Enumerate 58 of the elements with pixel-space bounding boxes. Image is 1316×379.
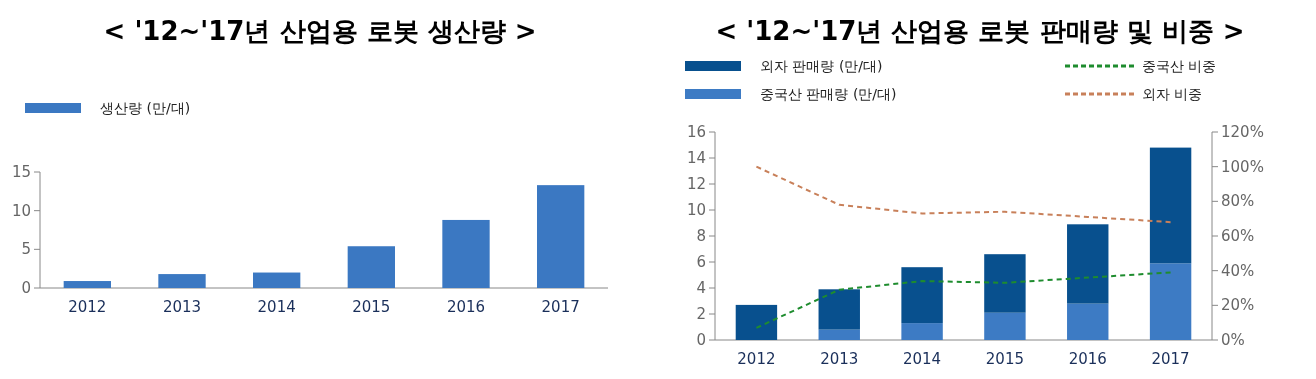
chart-title: < '12~'17년 산업용 로봇 생산량 > bbox=[103, 16, 537, 46]
bar bbox=[818, 289, 860, 330]
x-tick-label: 2013 bbox=[820, 350, 859, 368]
x-tick-label: 2012 bbox=[68, 298, 107, 316]
y-tick-label: 15 bbox=[11, 163, 31, 181]
line-series bbox=[755, 271, 1172, 329]
x-tick-label: 2012 bbox=[737, 350, 776, 368]
x-tick-label: 2014 bbox=[902, 350, 942, 368]
bar bbox=[1149, 147, 1192, 264]
bar bbox=[984, 312, 1026, 340]
y-tick-label: 6 bbox=[696, 253, 706, 271]
y2-tick-label: 80% bbox=[1221, 192, 1255, 211]
y-tick-label: 12 bbox=[686, 175, 706, 193]
legend-label: 외자 판매량 (만/대) bbox=[760, 58, 883, 74]
bar bbox=[984, 254, 1026, 313]
x-tick-label: 2015 bbox=[352, 298, 391, 316]
y-tick-label: 16 bbox=[686, 123, 706, 141]
x-tick-label: 2016 bbox=[1068, 350, 1107, 368]
bar bbox=[901, 267, 943, 324]
bar bbox=[735, 304, 778, 340]
y-tick-label: 5 bbox=[21, 240, 31, 259]
y-tick-label: 0 bbox=[696, 331, 706, 349]
y-tick-label: 8 bbox=[696, 227, 706, 245]
x-tick-label: 2016 bbox=[446, 298, 486, 316]
y-tick-label: 0 bbox=[21, 279, 31, 297]
bar bbox=[347, 246, 395, 288]
bar bbox=[253, 272, 301, 288]
bar bbox=[158, 274, 206, 288]
y-tick-label: 14 bbox=[686, 149, 706, 167]
bar bbox=[1067, 303, 1109, 340]
legend-label: 외자 비중 bbox=[1142, 86, 1203, 102]
chart-title: < '12~'17년 산업용 로봇 판매량 및 비중 > bbox=[715, 16, 1245, 46]
legend-label: 생산량 (만/대) bbox=[100, 100, 191, 116]
line-series bbox=[755, 165, 1172, 224]
y2-tick-label: 100% bbox=[1221, 157, 1264, 176]
x-tick-label: 2017 bbox=[541, 298, 580, 316]
bar bbox=[1067, 224, 1109, 304]
x-tick-label: 2015 bbox=[985, 350, 1025, 368]
bar bbox=[537, 185, 585, 288]
x-tick-label: 2017 bbox=[1151, 350, 1190, 368]
bar bbox=[1149, 263, 1192, 340]
y-tick-label: 4 bbox=[696, 279, 706, 297]
y2-tick-label: 120% bbox=[1221, 123, 1264, 141]
y-tick-label: 10 bbox=[11, 201, 31, 220]
bar bbox=[442, 219, 490, 288]
y2-tick-label: 0% bbox=[1221, 331, 1245, 349]
bar bbox=[901, 323, 943, 340]
x-tick-label: 2013 bbox=[162, 298, 202, 316]
y2-tick-label: 40% bbox=[1221, 261, 1255, 280]
bar bbox=[63, 281, 111, 288]
y2-tick-label: 20% bbox=[1221, 296, 1255, 315]
y-tick-label: 2 bbox=[696, 305, 706, 323]
bar bbox=[818, 329, 860, 340]
y-tick-label: 10 bbox=[686, 201, 706, 219]
legend-label: 중국산 판매량 (만/대) bbox=[760, 86, 897, 102]
y2-tick-label: 60% bbox=[1221, 227, 1255, 245]
legend-label: 중국산 비중 bbox=[1142, 58, 1217, 74]
x-tick-label: 2014 bbox=[257, 298, 296, 316]
